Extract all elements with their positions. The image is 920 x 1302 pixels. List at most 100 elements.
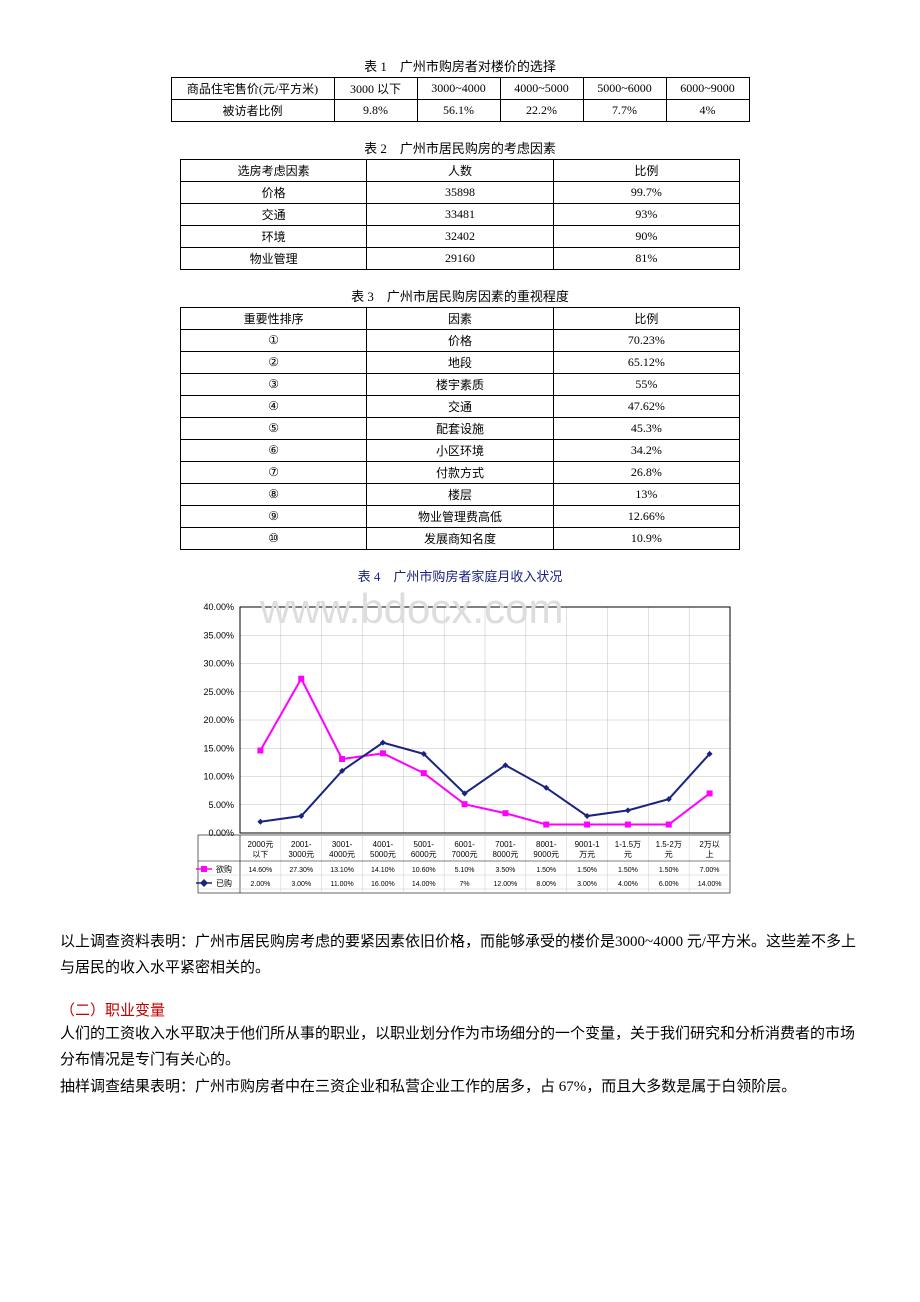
svg-text:27.30%: 27.30% <box>289 867 313 874</box>
chart-svg: 0.00%5.00%10.00%15.00%20.00%25.00%30.00%… <box>180 595 740 905</box>
svg-text:25.00%: 25.00% <box>203 687 234 697</box>
svg-text:7001-: 7001- <box>495 840 516 849</box>
svg-text:20.00%: 20.00% <box>203 715 234 725</box>
svg-text:2万以: 2万以 <box>699 840 719 849</box>
cell: 价格 <box>181 182 367 204</box>
svg-text:14.00%: 14.00% <box>412 881 436 888</box>
t1-v4: 4% <box>666 100 749 122</box>
table1: 商品住宅售价(元/平方米) 3000 以下 3000~4000 4000~500… <box>171 77 750 122</box>
t1-rowlabel: 被访者比例 <box>171 100 334 122</box>
t2-h0: 选房考虑因素 <box>181 160 367 182</box>
svg-text:3.00%: 3.00% <box>291 881 311 888</box>
cell: 价格 <box>367 330 553 352</box>
table-row: 交通3348193% <box>181 204 740 226</box>
svg-text:12.00%: 12.00% <box>494 881 518 888</box>
cell: 47.62% <box>553 396 739 418</box>
cell: 45.3% <box>553 418 739 440</box>
svg-text:3.50%: 3.50% <box>495 867 515 874</box>
cell: 33481 <box>367 204 553 226</box>
cell: ③ <box>181 374 367 396</box>
paragraph-3: 抽样调查结果表明：广州市购房者中在三资企业和私营企业工作的居多，占 67%，而且… <box>60 1075 860 1101</box>
table-row: ②地段65.12% <box>181 352 740 374</box>
svg-text:欲购: 欲购 <box>216 864 232 874</box>
svg-text:6000元: 6000元 <box>411 850 437 859</box>
cell: 付款方式 <box>367 462 553 484</box>
table-row: ①价格70.23% <box>181 330 740 352</box>
svg-text:7%: 7% <box>460 881 470 888</box>
cell: 90% <box>553 226 739 248</box>
t1-h5: 6000~9000 <box>666 78 749 100</box>
t1-v1: 56.1% <box>417 100 500 122</box>
table-row: ⑤配套设施45.3% <box>181 418 740 440</box>
cell: 10.9% <box>553 528 739 550</box>
table-row: ④交通47.62% <box>181 396 740 418</box>
cell: ⑨ <box>181 506 367 528</box>
cell: ④ <box>181 396 367 418</box>
cell: 65.12% <box>553 352 739 374</box>
svg-text:5001-: 5001- <box>414 840 435 849</box>
income-chart: www.bdocx.com 0.00%5.00%10.00%15.00%20.0… <box>180 595 740 910</box>
chart-title: 表 4 广州市购房者家庭月收入状况 <box>60 566 860 585</box>
svg-text:已购: 已购 <box>216 878 232 888</box>
cell: 26.8% <box>553 462 739 484</box>
t1-h4: 5000~6000 <box>583 78 666 100</box>
svg-text:9001-1: 9001-1 <box>575 840 600 849</box>
cell: 93% <box>553 204 739 226</box>
t3-h2: 比例 <box>553 308 739 330</box>
table-row: ⑦付款方式26.8% <box>181 462 740 484</box>
cell: 12.66% <box>553 506 739 528</box>
cell: 55% <box>553 374 739 396</box>
svg-text:8.00%: 8.00% <box>536 881 556 888</box>
table-row: ⑧楼层13% <box>181 484 740 506</box>
cell: 70.23% <box>553 330 739 352</box>
table-row: ⑨物业管理费高低12.66% <box>181 506 740 528</box>
cell: 29160 <box>367 248 553 270</box>
cell: ① <box>181 330 367 352</box>
t3-h1: 因素 <box>367 308 553 330</box>
svg-text:1.5-2万: 1.5-2万 <box>656 840 682 849</box>
svg-text:11.00%: 11.00% <box>330 881 353 888</box>
svg-text:1.50%: 1.50% <box>536 867 556 874</box>
cell: 99.7% <box>553 182 739 204</box>
table2: 选房考虑因素 人数 比例 价格3589899.7% 交通3348193% 环境3… <box>180 159 740 270</box>
cell: 地段 <box>367 352 553 374</box>
svg-text:元: 元 <box>665 850 673 859</box>
svg-text:14.60%: 14.60% <box>249 867 273 874</box>
cell: 环境 <box>181 226 367 248</box>
svg-text:14.10%: 14.10% <box>371 867 395 874</box>
svg-text:8000元: 8000元 <box>493 850 519 859</box>
table-row: 选房考虑因素 人数 比例 <box>181 160 740 182</box>
svg-text:35.00%: 35.00% <box>203 630 234 640</box>
svg-text:上: 上 <box>706 850 714 859</box>
t3-h0: 重要性排序 <box>181 308 367 330</box>
table-row: 商品住宅售价(元/平方米) 3000 以下 3000~4000 4000~500… <box>171 78 749 100</box>
svg-text:9000元: 9000元 <box>533 850 559 859</box>
svg-text:4001-: 4001- <box>373 840 394 849</box>
t1-h3: 4000~5000 <box>500 78 583 100</box>
cell: 物业管理费高低 <box>367 506 553 528</box>
cell: ⑥ <box>181 440 367 462</box>
cell: 34.2% <box>553 440 739 462</box>
table-row: ③楼宇素质55% <box>181 374 740 396</box>
paragraph-2: 人们的工资收入水平取决于他们所从事的职业，以职业划分作为市场细分的一个变量，关于… <box>60 1022 860 1073</box>
svg-text:1-1.5万: 1-1.5万 <box>615 840 641 849</box>
svg-text:6.00%: 6.00% <box>659 881 679 888</box>
t1-v3: 7.7% <box>583 100 666 122</box>
cell: 13% <box>553 484 739 506</box>
svg-text:5.00%: 5.00% <box>208 800 234 810</box>
table3-title: 表 3 广州市居民购房因素的重视程度 <box>60 286 860 305</box>
svg-text:2000元: 2000元 <box>248 840 274 849</box>
t1-h1: 3000 以下 <box>334 78 417 100</box>
table-row: 物业管理2916081% <box>181 248 740 270</box>
svg-text:8001-: 8001- <box>536 840 557 849</box>
svg-text:7.00%: 7.00% <box>700 867 720 874</box>
cell: ⑩ <box>181 528 367 550</box>
svg-text:3001-: 3001- <box>332 840 353 849</box>
t1-h2: 3000~4000 <box>417 78 500 100</box>
svg-text:2.00%: 2.00% <box>250 881 270 888</box>
svg-text:2001-: 2001- <box>291 840 312 849</box>
svg-text:6001-: 6001- <box>454 840 475 849</box>
svg-text:5000元: 5000元 <box>370 850 396 859</box>
svg-text:14.00%: 14.00% <box>698 881 722 888</box>
svg-text:1.50%: 1.50% <box>659 867 679 874</box>
